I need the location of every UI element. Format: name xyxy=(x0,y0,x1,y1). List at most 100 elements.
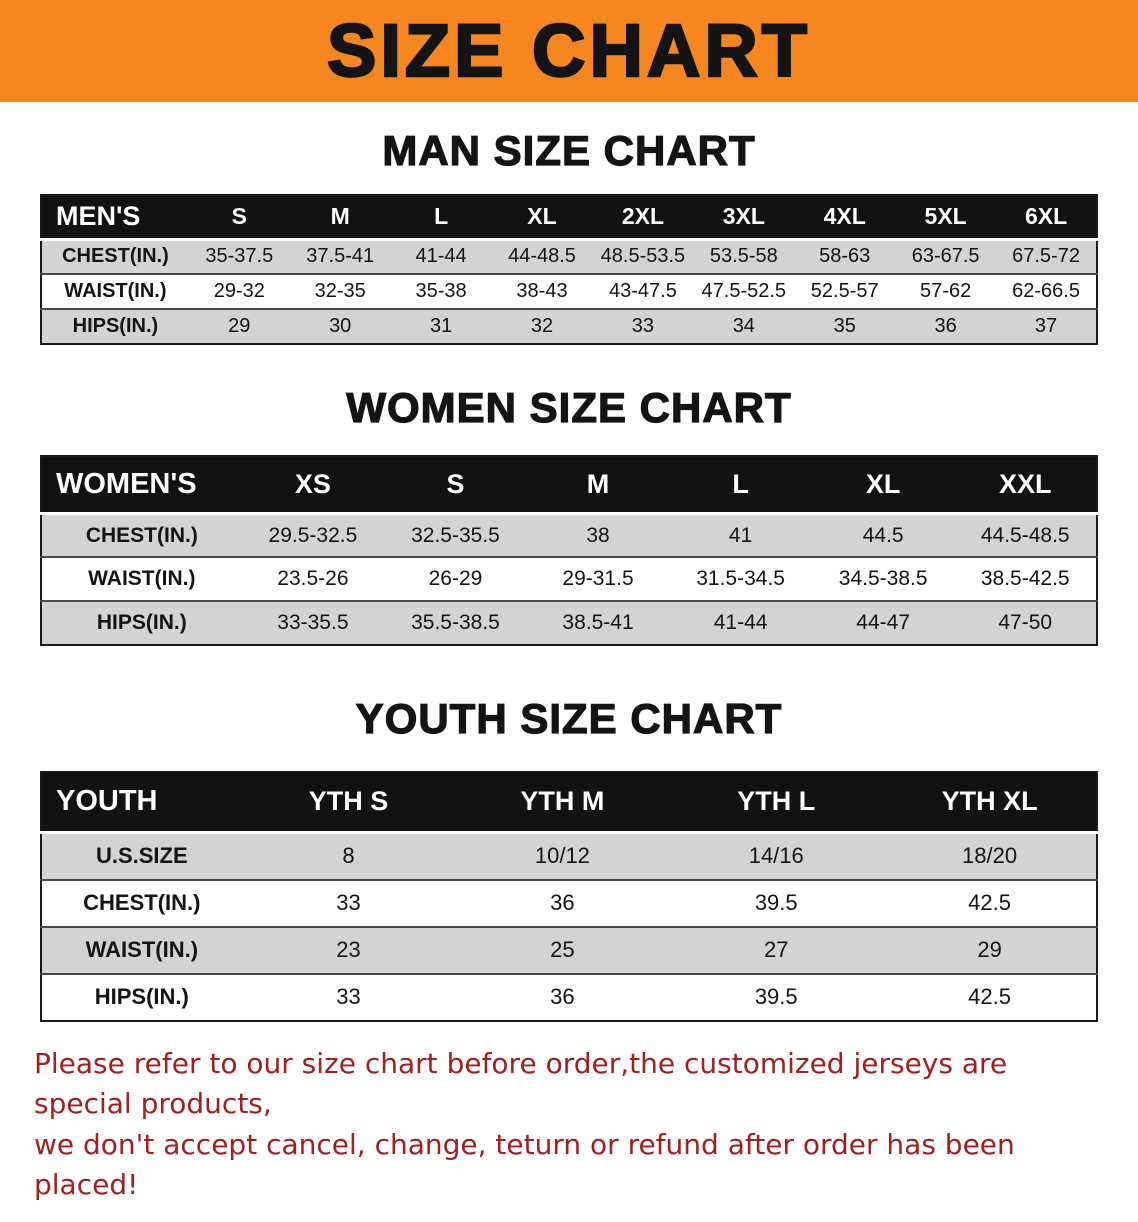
table-cell: 53.5-58 xyxy=(709,245,778,268)
table-cell: 39.5 xyxy=(754,984,798,1010)
table-cell: 57-62 xyxy=(920,280,972,303)
table-cell: 39.5 xyxy=(754,890,798,916)
table-cell: 10/12 xyxy=(534,843,590,869)
column-header: YTH S xyxy=(241,771,456,835)
table-title-cell: MEN'S xyxy=(41,195,189,241)
table-title-cell: WOMEN'S xyxy=(41,456,242,515)
table-cell: 37.5-41 xyxy=(306,245,375,268)
table-cell: 29 xyxy=(228,315,251,338)
men-size-table: MEN'S S M L XL 2XL 3XL 4XL 5XL 6XL CHEST(IN.) 35-37… xyxy=(40,194,1098,346)
header-row: YOUTH YTH S YTH M YTH L YTH XL xyxy=(41,771,1097,835)
row-label: WAIST(IN.) xyxy=(64,280,167,303)
table-cell: 18/20 xyxy=(962,843,1018,869)
column-header: XS xyxy=(241,456,385,515)
table-cell: 25 xyxy=(550,937,575,963)
column-header: XL xyxy=(811,456,955,515)
table-cell: 38.5-42.5 xyxy=(980,567,1070,591)
table-cell: 44-47 xyxy=(856,611,911,635)
table-cell: 32.5-35.5 xyxy=(411,523,500,547)
table-cell: 31.5-34.5 xyxy=(696,567,785,591)
row-label: CHEST(IN.) xyxy=(62,245,169,268)
table-row: U.S.SIZE 8 10/12 14/16 18/20 xyxy=(41,832,1097,880)
column-header: S xyxy=(188,195,290,241)
table-cell: 44-48.5 xyxy=(508,245,576,268)
header-row: WOMEN'S XS S M L XL XXL xyxy=(41,456,1097,515)
youth-size-section: YOUTH SIZE CHART YOUTH YTH S YTH M YTH L YTH… xyxy=(0,695,1138,1022)
column-header: M xyxy=(526,456,670,515)
table-title-cell: YOUTH xyxy=(41,771,242,835)
table-cell: 29.5-32.5 xyxy=(268,523,358,547)
table-cell: 37 xyxy=(1034,315,1058,338)
header-row: MEN'S S M L XL 2XL 3XL 4XL 5XL 6XL xyxy=(41,195,1097,241)
women-section-heading: WOMEN SIZE CHART xyxy=(346,384,792,432)
table-cell: 29 xyxy=(977,937,1002,963)
table-cell: 42.5 xyxy=(968,890,1011,916)
table-cell: 8 xyxy=(342,843,355,869)
table-cell: 47.5-52.5 xyxy=(701,280,787,303)
table-row: HIPS(IN.) 29 30 31 32 33 34 35 36 37 xyxy=(41,309,1097,345)
column-header: YTH M xyxy=(455,771,670,835)
table-cell: 34 xyxy=(732,315,755,338)
table-row: WAIST(IN.) 23 25 27 29 xyxy=(41,926,1097,974)
row-label: WAIST(IN.) xyxy=(88,567,196,591)
table-cell: 48.5-53.5 xyxy=(600,245,686,268)
table-row: CHEST(IN.) 29.5-32.5 32.5-35.5 38 41 44.5 44.5… xyxy=(41,513,1097,558)
banner: SIZE CHART xyxy=(0,0,1138,102)
men-size-section: MAN SIZE CHART MEN'S S M L XL 2XL 3XL 4XL 5XL 6XL… xyxy=(0,127,1138,346)
table-cell: 33 xyxy=(336,890,361,916)
table-cell: 41-44 xyxy=(415,245,467,268)
table-cell: 33-35.5 xyxy=(277,611,349,635)
table-row: WAIST(IN.) 23.5-26 26-29 29-31.5 31.5-34.5 34… xyxy=(41,557,1097,602)
column-header: L xyxy=(669,456,812,515)
table-row: HIPS(IN.) 33 36 39.5 42.5 xyxy=(41,973,1097,1021)
row-label: U.S.SIZE xyxy=(95,843,188,869)
column-header: YTH L xyxy=(669,771,884,835)
table-cell: 41-44 xyxy=(713,611,768,635)
table-cell: 35-38 xyxy=(415,280,467,303)
table-cell: 23.5-26 xyxy=(277,567,349,591)
women-size-section: WOMEN SIZE CHART WOMEN'S XS S M L XL XXL CHEST(… xyxy=(0,384,1138,647)
table-cell: 47-50 xyxy=(998,611,1053,635)
table-cell: 38 xyxy=(586,523,610,547)
page-title: SIZE CHART xyxy=(326,9,811,92)
column-header: 5XL xyxy=(895,195,997,241)
table-cell: 33 xyxy=(336,984,361,1010)
table-cell: 23 xyxy=(336,937,361,963)
column-header: XXL xyxy=(954,456,1097,515)
table-cell: 32-35 xyxy=(314,280,366,303)
table-cell: 63-67.5 xyxy=(911,245,980,268)
women-size-table: WOMEN'S XS S M L XL XXL CHEST(IN.) 29.5-32.5 32.5… xyxy=(40,455,1098,647)
row-label: HIPS(IN.) xyxy=(94,984,189,1010)
column-header: 2XL xyxy=(592,195,694,241)
table-cell: 44.5 xyxy=(862,523,904,547)
row-label: CHEST(IN.) xyxy=(83,890,201,916)
table-cell: 52.5-57 xyxy=(810,280,879,303)
table-row: HIPS(IN.) 33-35.5 35.5-38.5 38.5-41 41-44 44-… xyxy=(41,601,1097,646)
row-label: CHEST(IN.) xyxy=(85,523,198,547)
table-row: CHEST(IN.) 35-37.5 37.5-41 41-44 44-48.5 48.5… xyxy=(41,239,1097,275)
table-cell: 27 xyxy=(763,937,789,963)
table-cell: 67.5-72 xyxy=(1012,245,1080,268)
disclaimer-line-2: we don't accept cancel, change, teturn o… xyxy=(34,1127,1015,1202)
disclaimer: Please refer to our size chart before or… xyxy=(0,1044,1138,1222)
table-cell: 31 xyxy=(429,315,453,338)
table-cell: 43-47.5 xyxy=(608,280,677,303)
table-cell: 32 xyxy=(530,315,554,338)
table-cell: 38-43 xyxy=(516,280,568,303)
youth-section-heading: YOUTH SIZE CHART xyxy=(355,695,783,743)
column-header: 4XL xyxy=(794,195,896,241)
table-cell: 36 xyxy=(550,890,575,916)
men-section-heading: MAN SIZE CHART xyxy=(382,127,756,175)
table-cell: 29-32 xyxy=(213,280,265,303)
table-cell: 36 xyxy=(934,315,957,338)
table-cell: 33 xyxy=(631,315,655,338)
column-header: 3XL xyxy=(693,195,795,241)
table-cell: 44.5-48.5 xyxy=(980,523,1070,547)
table-cell: 26-29 xyxy=(428,567,483,591)
table-cell: 42.5 xyxy=(968,984,1011,1010)
table-cell: 58-63 xyxy=(819,245,871,268)
column-header: L xyxy=(390,195,492,241)
column-header: S xyxy=(384,456,527,515)
table-cell: 38.5-41 xyxy=(562,611,634,635)
